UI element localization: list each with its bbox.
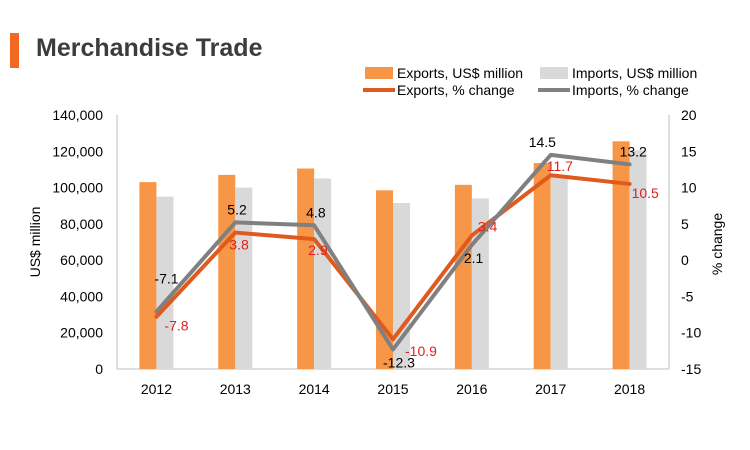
x-tick-label: 2016 (456, 381, 487, 397)
exports-pct-data-label: -7.8 (164, 318, 188, 334)
imports-bar (393, 202, 410, 369)
imports-pct-line (154, 152, 632, 352)
legend-label: Imports, % change (572, 82, 689, 98)
legend-label: Exports, % change (397, 82, 515, 98)
y2-tick-label: 0 (681, 252, 689, 268)
x-tick-label: 2013 (220, 381, 251, 397)
exports-pct-data-label: 10.5 (632, 185, 659, 201)
exports-bar (454, 184, 472, 369)
exports-pct-data-label: 11.7 (547, 158, 573, 174)
y2-axis-title: % change (709, 213, 725, 275)
legend-swatch (540, 67, 568, 79)
y2-tick-label: 20 (681, 107, 697, 123)
y-axis-title: US$ million (27, 207, 43, 278)
exports-pct-data-label: 2.9 (308, 242, 328, 258)
imports-pct-data-label: 14.5 (529, 134, 556, 150)
chart-title: Merchandise Trade (36, 34, 263, 62)
x-tick-label: 2015 (377, 381, 408, 397)
y-tick-label: 40,000 (60, 288, 103, 304)
legend-label: Imports, US$ million (572, 65, 697, 81)
imports-pct-data-label: -12.3 (383, 354, 415, 370)
y2-tick-label: -10 (681, 325, 701, 341)
y2-tick-label: -15 (681, 361, 701, 377)
imports-bar (314, 178, 332, 369)
exports-bar (297, 168, 315, 369)
y2-tick-label: 15 (681, 143, 697, 159)
x-tick-label: 2018 (614, 381, 645, 397)
exports-bar (612, 141, 630, 369)
y-tick-label: 100,000 (52, 180, 103, 196)
y2-tick-label: 10 (681, 180, 697, 196)
exports-pct-data-label: 3.8 (229, 237, 249, 253)
y2-tick-label: -5 (681, 288, 694, 304)
imports-pct-data-label: -7.1 (154, 271, 178, 287)
exports-bar (139, 182, 157, 369)
imports-pct-data-label: 2.1 (464, 250, 484, 266)
y-tick-label: 20,000 (60, 325, 103, 341)
x-tick-label: 2014 (299, 381, 330, 397)
imports-bar (629, 150, 647, 369)
imports-bar (550, 177, 568, 369)
exports-bar (218, 174, 236, 369)
x-tick-label: 2012 (141, 381, 172, 397)
imports-bar (156, 196, 174, 369)
legend-swatch (365, 67, 393, 79)
y-tick-label: 140,000 (52, 107, 103, 123)
y-tick-label: 60,000 (60, 252, 103, 268)
exports-pct-data-label: 3.4 (478, 218, 498, 234)
imports-pct-data-label: 13.2 (620, 143, 647, 159)
y-tick-label: 80,000 (60, 216, 103, 232)
y-tick-label: 0 (95, 361, 103, 377)
exports-pct-line (154, 173, 632, 342)
imports-pct-data-label: 5.2 (227, 201, 247, 217)
legend-label: Exports, US$ million (397, 65, 523, 81)
imports-pct-data-label: 4.8 (306, 204, 326, 220)
y-tick-label: 120,000 (52, 143, 103, 159)
title-accent-bar (10, 33, 19, 68)
x-tick-label: 2017 (535, 381, 566, 397)
exports-pct-data-label: -10.9 (405, 343, 437, 359)
y2-tick-label: 5 (681, 216, 689, 232)
exports-bar (533, 163, 551, 369)
